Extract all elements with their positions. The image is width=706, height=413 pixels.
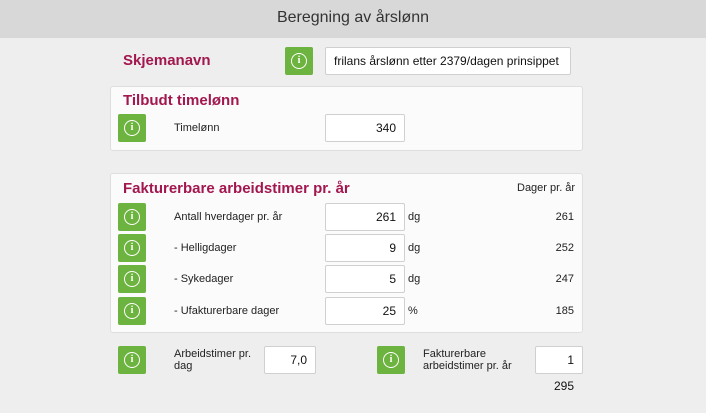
hourly-rate-label: Timelønn	[174, 122, 220, 134]
sickdays-label: - Sykedager	[174, 273, 234, 285]
sickdays-days-value: 247	[555, 273, 574, 285]
holidays-unit: dg	[408, 242, 421, 254]
schema-name-input[interactable]: frilans årslønn etter 2379/dagen prinsip…	[325, 47, 571, 75]
workdays-input[interactable]: 261	[325, 203, 405, 231]
schema-label: Skjemanavn	[123, 52, 211, 69]
hours-per-day-label: Arbeidstimer pr. dag	[174, 348, 252, 372]
hourly-rate-heading: Tilbudt timelønn	[123, 92, 240, 109]
hours-per-day-input[interactable]: 7,0	[264, 346, 316, 374]
info-icon: i	[124, 303, 140, 319]
sickdays-unit: dg	[408, 273, 421, 285]
billable-hours-info-button[interactable]: i	[377, 346, 405, 374]
holidays-info-button[interactable]: i	[118, 234, 146, 262]
info-icon: i	[383, 352, 399, 368]
sickdays-info-button[interactable]: i	[118, 265, 146, 293]
holidays-label: - Helligdager	[174, 242, 237, 254]
workdays-days-value: 261	[555, 211, 574, 223]
workdays-label: Antall hverdager pr. år	[174, 211, 283, 223]
nonbillable-unit: %	[408, 305, 418, 317]
info-icon: i	[124, 209, 140, 225]
hourly-rate-input[interactable]: 340	[325, 114, 405, 142]
billable-hours-heading: Fakturerbare arbeidstimer pr. år	[123, 180, 350, 197]
holidays-input[interactable]: 9	[325, 234, 405, 262]
info-icon: i	[124, 352, 140, 368]
workdays-info-button[interactable]: i	[118, 203, 146, 231]
nonbillable-days-value: 185	[555, 305, 574, 317]
nonbillable-label: - Ufakturerbare dager	[174, 305, 280, 317]
info-icon: i	[291, 53, 307, 69]
workdays-unit: dg	[408, 211, 421, 223]
info-icon: i	[124, 120, 140, 136]
days-per-year-header: Dager pr. år	[517, 182, 576, 194]
schema-info-button[interactable]: i	[285, 47, 313, 75]
sickdays-input[interactable]: 5	[325, 265, 405, 293]
holidays-days-value: 252	[555, 242, 574, 254]
info-icon: i	[124, 240, 140, 256]
billable-hours-value: 1 295	[535, 346, 583, 393]
nonbillable-input[interactable]: 25	[325, 297, 405, 325]
hourly-info-button[interactable]: i	[118, 114, 146, 142]
nonbillable-info-button[interactable]: i	[118, 297, 146, 325]
billable-hours-label: Fakturerbare arbeidstimer pr. år	[423, 348, 512, 372]
window-title: Beregning av årslønn	[0, 0, 706, 38]
info-icon: i	[124, 271, 140, 287]
hours-per-day-info-button[interactable]: i	[118, 346, 146, 374]
